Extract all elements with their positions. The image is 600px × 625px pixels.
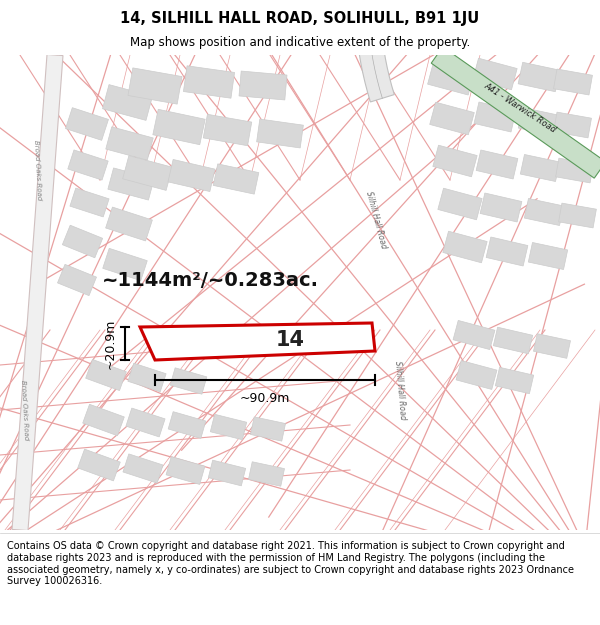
Bar [211,414,247,440]
Text: Map shows position and indicative extent of the property.: Map shows position and indicative extent… [130,36,470,49]
Bar [153,109,205,145]
Text: ~20.9m: ~20.9m [104,318,117,369]
Text: ~1144m²/~0.283ac.: ~1144m²/~0.283ac. [101,271,319,289]
Bar [520,154,560,181]
Bar [559,203,596,228]
Text: Broad Oaks Road: Broad Oaks Road [20,380,29,440]
Bar [213,164,259,194]
Text: Contains OS data © Crown copyright and database right 2021. This information is : Contains OS data © Crown copyright and d… [7,541,574,586]
Bar [529,242,568,269]
Text: ~90.9m: ~90.9m [240,392,290,405]
Bar [480,193,522,222]
Bar [128,68,182,104]
Bar [65,107,109,141]
Bar [554,112,592,138]
Bar [433,145,477,177]
Text: 14: 14 [276,330,305,350]
Polygon shape [431,47,600,178]
Bar [166,456,205,484]
Bar [58,264,97,296]
Text: 14, SILHILL HALL ROAD, SOLIHULL, B91 1JU: 14, SILHILL HALL ROAD, SOLIHULL, B91 1JU [121,11,479,26]
Bar [257,119,304,148]
Bar [428,61,475,95]
Bar [128,363,166,392]
Bar [438,188,482,220]
Bar [239,71,287,100]
Bar [170,368,207,394]
Bar [123,454,163,483]
Bar [203,114,252,146]
Bar [70,188,109,217]
Bar [248,462,284,486]
Bar [106,127,153,160]
Bar [168,412,206,438]
Bar [518,62,560,92]
Polygon shape [12,54,63,531]
Bar [62,225,103,258]
Bar [473,58,517,90]
Bar [453,321,495,349]
Bar [493,328,533,354]
Bar [524,199,563,226]
Polygon shape [355,0,600,102]
Bar [496,368,533,394]
Bar [122,156,172,191]
Bar [184,66,235,98]
Text: A41 - Warwick Road: A41 - Warwick Road [482,81,557,134]
Bar [518,107,558,136]
Bar [556,158,593,183]
Bar [554,69,592,95]
Bar [126,408,165,437]
Bar [83,404,124,436]
Bar [456,361,497,389]
Bar [78,449,120,481]
Bar [443,231,487,262]
Bar [533,334,571,358]
Polygon shape [140,323,375,360]
Bar [474,102,516,132]
Bar [106,207,152,241]
Bar [103,84,152,121]
Bar [476,150,518,179]
Bar [103,248,147,281]
Bar [486,237,528,266]
Bar [208,460,245,486]
Text: Silhill Hall Road: Silhill Hall Road [364,190,388,250]
Bar [250,417,286,441]
Text: Broad Oaks Road: Broad Oaks Road [34,140,43,200]
Bar [108,168,154,200]
Bar [168,159,215,191]
Bar [68,150,108,180]
Text: Silhill Hall Road: Silhill Hall Road [393,360,407,420]
Bar [430,102,474,135]
Bar [86,359,127,391]
